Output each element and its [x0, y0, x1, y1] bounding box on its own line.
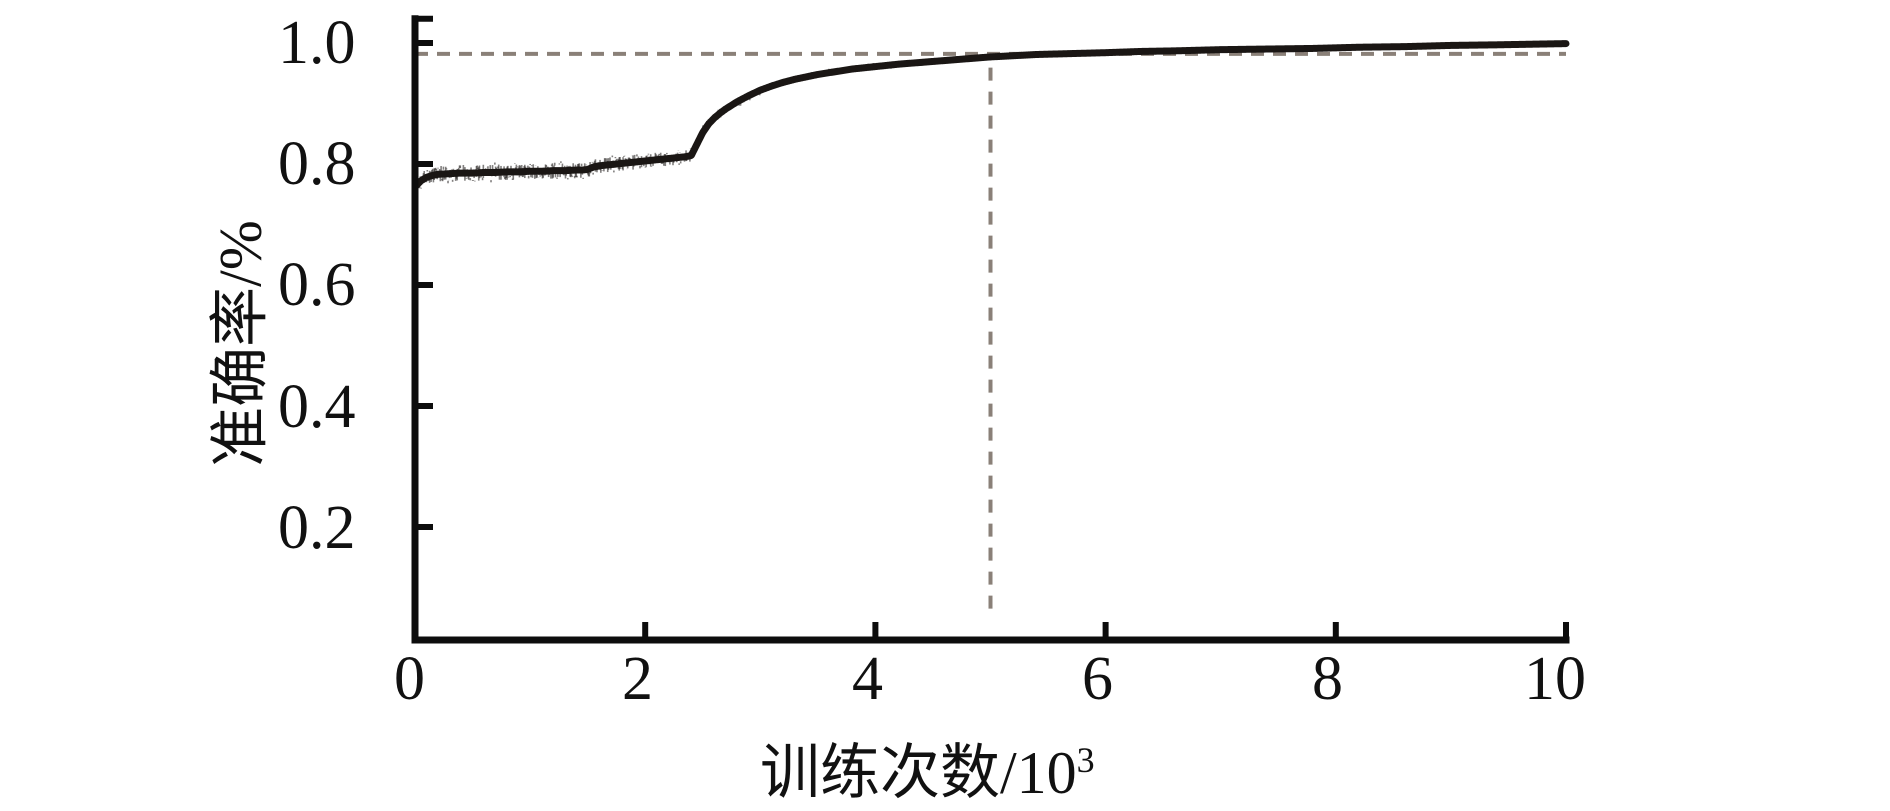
- x-tick-label-8: 8: [1312, 645, 1343, 713]
- y-tick-label-0-4: 0.4: [278, 373, 356, 441]
- x-tick-label-6: 6: [1082, 645, 1113, 713]
- x-axis-title-text: 训练次数/103: [760, 740, 1095, 806]
- x-tick-label-10: 10: [1524, 645, 1586, 713]
- y-tick-label-0-2: 0.2: [278, 494, 356, 562]
- axes: [411, 15, 1570, 644]
- y-tick-label-0-8: 0.8: [278, 130, 356, 198]
- series-main-curve: [411, 40, 1570, 191]
- x-axis-title: 训练次数/103: [760, 724, 1095, 811]
- y-tick-label-1-0: 1.0: [278, 9, 356, 77]
- y-axis-title: 准确率/%: [207, 220, 274, 467]
- x-tick-label-4: 4: [852, 645, 883, 713]
- reference-lines: [415, 51, 1566, 609]
- x-tick-label-0: 0: [394, 645, 425, 713]
- y-tick-label-0-6: 0.6: [278, 251, 356, 319]
- x-tick-label-2: 2: [622, 645, 653, 713]
